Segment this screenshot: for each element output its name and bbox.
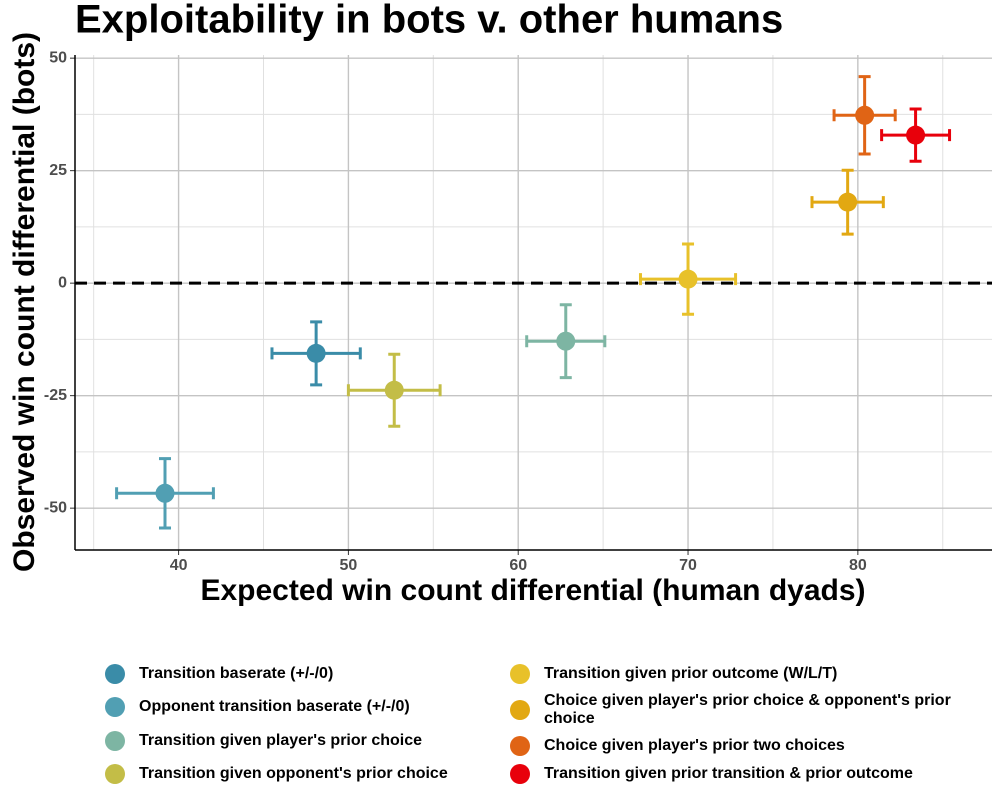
legend-label: Transition baserate (+/-/0) <box>139 665 334 682</box>
legend-label: Opponent transition baserate (+/-/0) <box>139 698 410 716</box>
legend-label: Choice given player's prior choice & opp… <box>544 692 951 727</box>
x-axis-label: Expected win count differential (human d… <box>200 574 865 607</box>
legend-marker <box>105 730 125 751</box>
legend-marker <box>510 664 530 684</box>
legend-marker <box>510 736 530 756</box>
legend-label: Transition given opponent's prior choice <box>139 764 448 782</box>
legend-item: Transition given opponent's prior choice <box>105 763 500 784</box>
legend-marker <box>105 763 125 784</box>
legend-marker <box>105 664 125 684</box>
x-tick-label: 60 <box>509 557 527 574</box>
legend-item: Transition given player's prior choice <box>105 730 500 751</box>
legend-label: Transition given prior outcome (W/L/T) <box>544 665 838 682</box>
x-tick-label: 70 <box>679 557 697 574</box>
legend-label: Transition given player's prior choice <box>139 731 422 749</box>
y-tick-label: 0 <box>58 274 67 291</box>
y-tick-label: 25 <box>49 162 67 179</box>
legend-item: Transition given prior outcome (W/L/T) <box>510 664 980 684</box>
legend-label: Transition given prior transition & prio… <box>544 765 913 782</box>
point <box>838 192 858 212</box>
point <box>855 105 875 125</box>
y-tick-label: -50 <box>44 499 67 516</box>
legend-column: Transition given prior outcome (W/L/T) Ch… <box>510 664 980 784</box>
legend-label: Choice given player's prior two choices <box>544 737 845 754</box>
x-tick-label: 40 <box>170 557 188 574</box>
legend-item: Opponent transition baserate (+/-/0) <box>105 697 500 718</box>
point <box>906 125 926 145</box>
point <box>556 331 576 351</box>
y-tick-label: 50 <box>49 49 67 66</box>
legend-item: Transition given prior transition & prio… <box>510 764 980 784</box>
legend-marker <box>510 764 530 784</box>
legend-item: Transition baserate (+/-/0) <box>105 664 500 684</box>
legend-marker <box>105 697 125 718</box>
point <box>678 269 698 289</box>
legend: Transition baserate (+/-/0) Opponent tran… <box>105 664 995 784</box>
point <box>384 380 404 400</box>
chart-title: Exploitability in bots v. other humans <box>75 0 783 42</box>
x-tick-label: 80 <box>849 557 867 574</box>
legend-item: Choice given player's prior two choices <box>510 736 980 756</box>
legend-column: Transition baserate (+/-/0) Opponent tran… <box>105 664 500 784</box>
point <box>306 343 326 363</box>
chart: Exploitability in bots v. other humans E… <box>8 0 992 607</box>
legend-item: Choice given player's prior choice & opp… <box>510 692 980 728</box>
legend-marker <box>510 700 530 720</box>
point <box>155 483 175 503</box>
x-tick-label: 50 <box>340 557 358 574</box>
y-axis-label: Observed win count differential (bots) <box>8 32 41 572</box>
y-tick-label: -25 <box>44 387 67 404</box>
